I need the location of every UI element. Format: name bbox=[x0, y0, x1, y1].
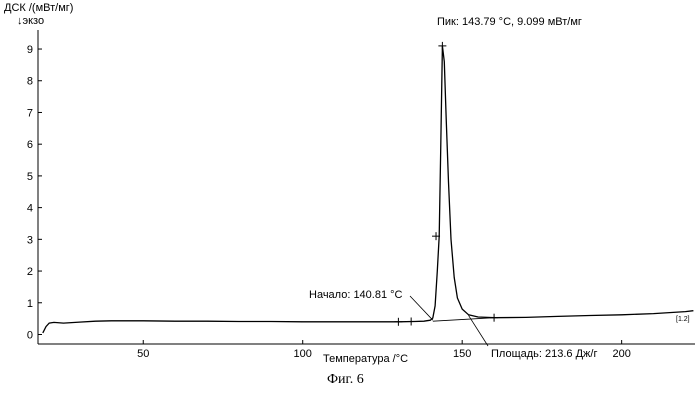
integration-baseline bbox=[433, 318, 494, 321]
y-tick-label: 3 bbox=[27, 234, 33, 246]
peak-annotation: Пик: 143.79 °C, 9.099 мВт/мг bbox=[437, 16, 582, 28]
x-tick-label: 100 bbox=[294, 348, 312, 360]
y-tick-label: 8 bbox=[27, 76, 33, 88]
curve-id-label: [1.2] bbox=[676, 316, 690, 323]
y-tick-label: 5 bbox=[27, 171, 33, 183]
chart-ticks: 0 1 2 3 4 5 6 7 8 9 50 100 150 200 bbox=[27, 44, 631, 360]
onset-annotation: Начало: 140.81 °C bbox=[309, 289, 403, 301]
y-axis-label: ДСК /(мВт/мг) bbox=[4, 2, 73, 14]
x-axis-label: Температура /°C bbox=[323, 353, 408, 365]
x-tick-label: 50 bbox=[137, 348, 149, 360]
y-tick-label: 9 bbox=[27, 44, 33, 56]
onset-leader-line bbox=[410, 296, 433, 320]
y-tick-label: 7 bbox=[27, 107, 33, 119]
y-tick-label: 6 bbox=[27, 139, 33, 151]
y-tick-label: 2 bbox=[27, 266, 33, 278]
y-tick-label: 0 bbox=[27, 329, 33, 341]
area-annotation: Площадь: 213.6 Дж/г bbox=[491, 348, 597, 360]
x-tick-label: 200 bbox=[612, 348, 630, 360]
y-tick-label: 4 bbox=[27, 203, 33, 215]
y-axis-exo-direction: ↓экзо bbox=[17, 15, 44, 27]
x-tick-label: 150 bbox=[453, 348, 471, 360]
y-tick-label: 1 bbox=[27, 298, 33, 310]
area-leader-line bbox=[469, 315, 488, 346]
figure-caption: Фиг. 6 bbox=[327, 372, 364, 387]
